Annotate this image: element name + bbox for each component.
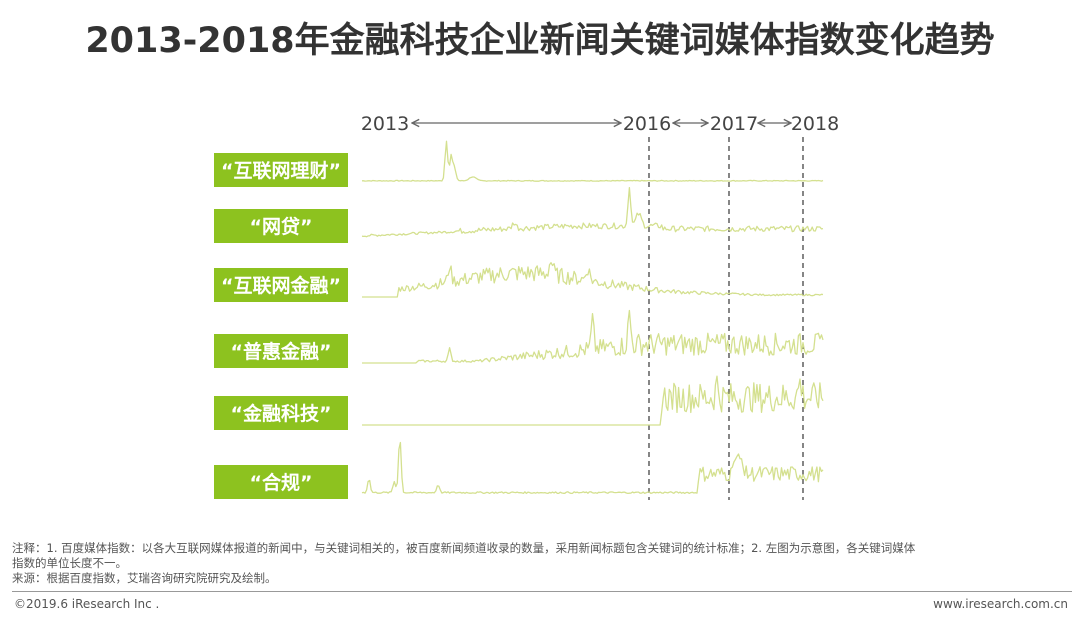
website-link[interactable]: www.iresearch.com.cn bbox=[933, 597, 1068, 611]
keyword-row-4: “金融科技” bbox=[214, 375, 824, 430]
note-source: 来源：根据百度指数，艾瑞咨询研究院研究及绘制。 bbox=[12, 571, 277, 585]
keyword-row-3: “普惠金融” bbox=[214, 309, 824, 368]
footer-divider bbox=[12, 591, 1072, 592]
year-dividers bbox=[648, 137, 804, 500]
series-line bbox=[361, 441, 824, 495]
series-line bbox=[362, 309, 824, 364]
keyword-row-1: “网贷” bbox=[214, 186, 824, 243]
keyword-label-box bbox=[214, 209, 348, 243]
keyword-label: “互联网理财” bbox=[221, 159, 341, 182]
copyright: ©2019.6 iResearch Inc . bbox=[14, 597, 160, 611]
keyword-label: “金融科技” bbox=[231, 402, 332, 425]
keyword-label-box bbox=[214, 153, 348, 187]
keyword-rows: “互联网理财” “网贷” “互联网金融” “普惠金融” “金融科技” “合规” bbox=[214, 140, 824, 499]
keyword-row-5: “合规” bbox=[214, 441, 824, 499]
series-line bbox=[362, 140, 824, 182]
keyword-label-box bbox=[214, 465, 348, 499]
trend-chart: 2013 2016 2017 2018 “互联网理财” “网贷” “互联网金融” “普惠金融… bbox=[214, 113, 839, 500]
keyword-label: “普惠金融” bbox=[231, 340, 332, 363]
series-line bbox=[362, 375, 824, 426]
year-timeline: 2013 2016 2017 2018 bbox=[361, 113, 839, 135]
keyword-label: “网贷” bbox=[250, 215, 313, 238]
keyword-row-2: “互联网金融” bbox=[214, 262, 824, 302]
chart-notes: 注释：1. 百度媒体指数：以各大互联网媒体报道的新闻中，与关键词相关的，被百度新… bbox=[12, 541, 1072, 586]
keyword-label-box bbox=[214, 268, 348, 302]
keyword-row-0: “互联网理财” bbox=[214, 140, 824, 187]
year-label-2017: 2017 bbox=[710, 113, 758, 135]
note-line-1: 注释：1. 百度媒体指数：以各大互联网媒体报道的新闻中，与关键词相关的，被百度新… bbox=[12, 541, 916, 555]
keyword-label: “互联网金融” bbox=[221, 274, 341, 297]
year-label-2013: 2013 bbox=[361, 113, 409, 135]
keyword-label-box bbox=[214, 334, 348, 368]
note-line-2: 指数的单位长度不一。 bbox=[12, 556, 127, 570]
keyword-label: “合规” bbox=[250, 471, 313, 494]
keyword-label-box bbox=[214, 396, 348, 430]
series-line bbox=[361, 186, 824, 238]
year-label-2016: 2016 bbox=[623, 113, 671, 135]
series-line bbox=[362, 262, 824, 298]
year-label-2018: 2018 bbox=[791, 113, 839, 135]
page-title: 2013-2018年金融科技企业新闻关键词媒体指数变化趋势 bbox=[85, 21, 995, 61]
